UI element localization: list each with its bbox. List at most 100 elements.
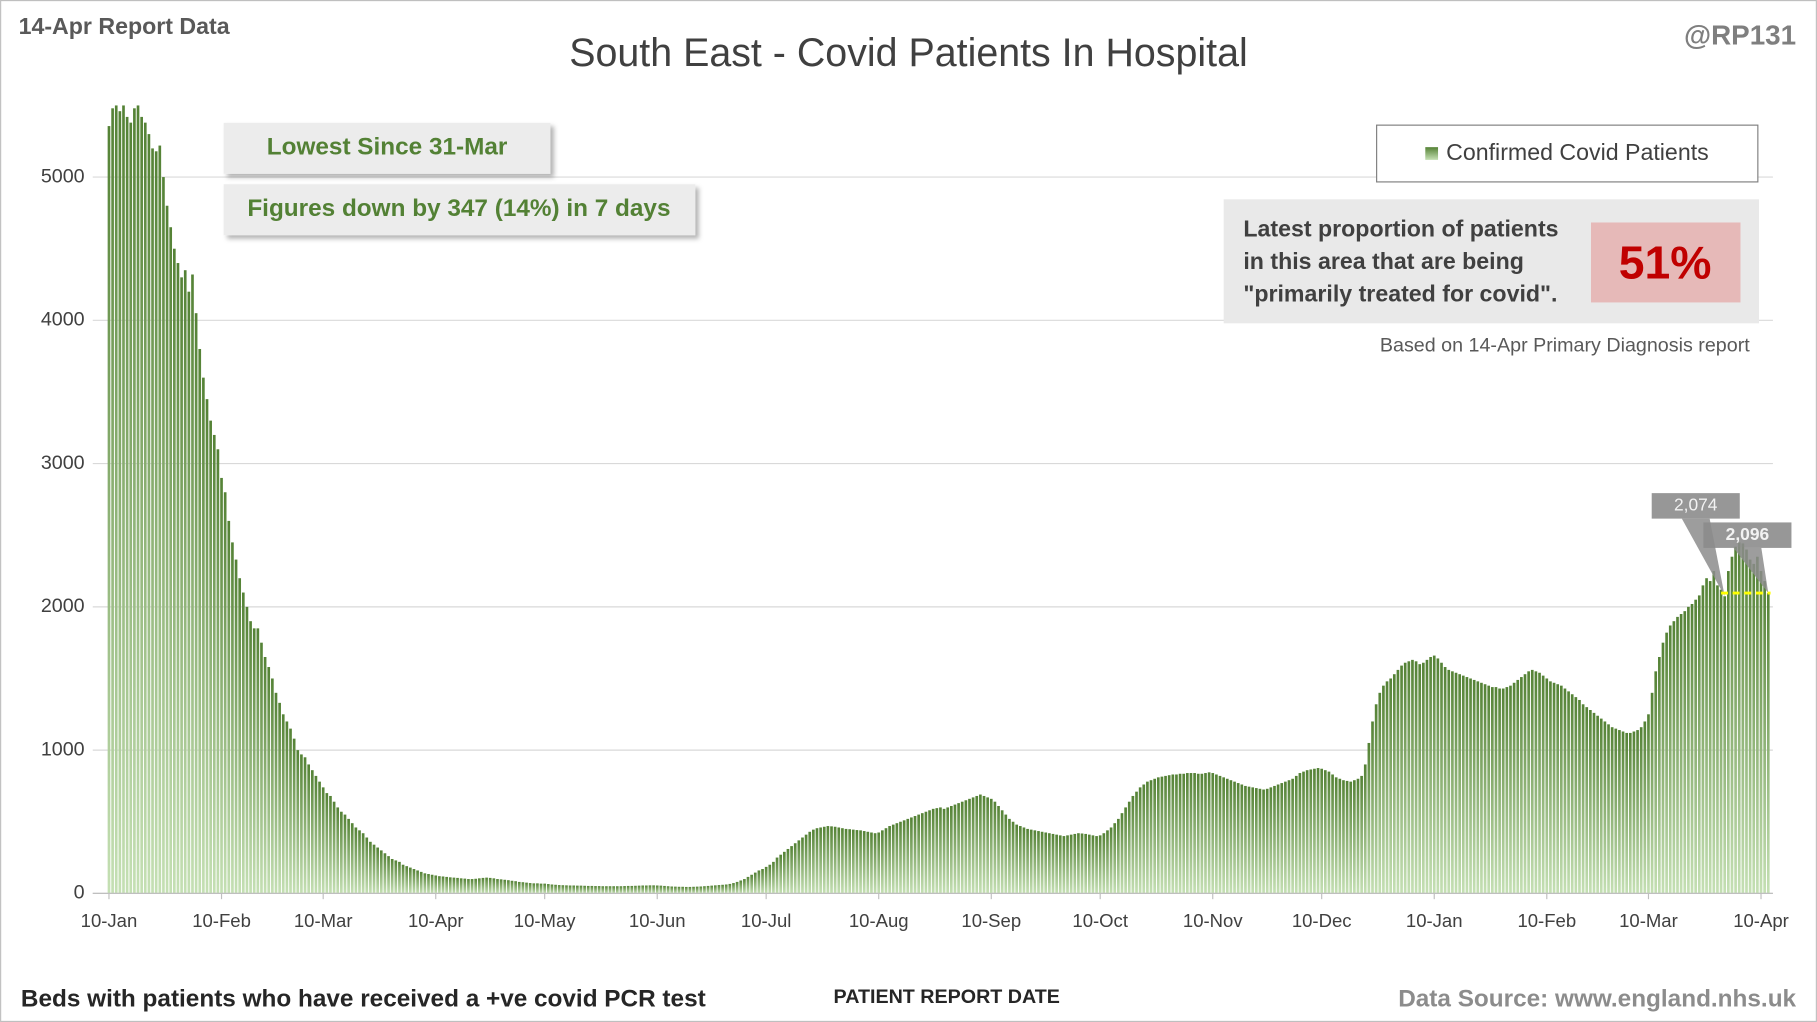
bar: [1628, 732, 1632, 894]
bar: [1563, 688, 1567, 894]
bar: [895, 823, 899, 894]
bar: [1084, 833, 1088, 894]
bar: [1443, 667, 1447, 894]
bar: [1730, 556, 1734, 894]
bar: [1360, 775, 1363, 894]
bar: [641, 885, 645, 894]
bar: [1607, 724, 1610, 894]
bar: [147, 134, 151, 894]
bar: [114, 105, 118, 894]
bar: [1164, 775, 1167, 894]
bar: [1574, 697, 1578, 894]
bar: [481, 877, 485, 894]
bar: [1538, 672, 1541, 894]
bar: [1127, 801, 1131, 894]
bar: [416, 870, 419, 894]
bar: [401, 864, 405, 894]
bar: [1055, 834, 1058, 894]
bar: [786, 848, 790, 894]
bar: [1516, 679, 1520, 894]
bar: [586, 885, 590, 894]
bar: [1374, 704, 1378, 894]
bar: [1334, 777, 1338, 894]
y-tick-label: 0: [74, 882, 85, 904]
bar: [1316, 768, 1320, 894]
bar: [1483, 684, 1487, 894]
bar: [953, 804, 957, 894]
bar: [1679, 614, 1683, 894]
bar: [804, 834, 808, 894]
bar: [231, 542, 234, 894]
bar: [318, 781, 321, 894]
x-tick-label: 10-Feb: [1517, 910, 1576, 931]
bar: [241, 592, 245, 894]
bar: [728, 883, 732, 894]
bar: [1211, 773, 1215, 894]
bar: [993, 801, 997, 894]
x-tick-label: 10-Jan: [81, 910, 138, 931]
bar: [133, 108, 136, 894]
bar: [289, 728, 292, 894]
bar: [528, 883, 532, 894]
bar: [1454, 672, 1458, 894]
bar: [354, 827, 358, 894]
bar: [525, 882, 528, 894]
bar: [1135, 791, 1138, 894]
bar: [666, 886, 670, 894]
bar: [1240, 784, 1244, 894]
bar: [358, 830, 361, 894]
bar: [1247, 786, 1251, 894]
footnote: Beds with patients who have received a +…: [21, 985, 706, 1012]
bar: [332, 801, 336, 894]
bar: [1632, 731, 1636, 894]
legend: [1376, 124, 1759, 183]
bar: [724, 884, 728, 894]
bar: [125, 116, 129, 894]
bar: [1142, 784, 1146, 894]
bar: [1527, 671, 1530, 894]
bar: [412, 869, 416, 894]
bar: [659, 885, 663, 894]
bar: [1432, 655, 1436, 894]
bar: [372, 844, 376, 894]
bar: [263, 657, 267, 894]
bar: [158, 145, 162, 894]
bar: [1058, 835, 1062, 894]
bar: [1614, 728, 1618, 894]
bar: [1265, 788, 1269, 894]
bar: [768, 864, 772, 894]
bar: [1668, 625, 1672, 894]
bar: [1596, 715, 1599, 894]
bar: [1138, 787, 1142, 894]
bar: [826, 826, 830, 894]
bar: [746, 876, 750, 894]
bar: [1418, 664, 1422, 894]
bar: [245, 606, 249, 894]
bar: [1345, 780, 1349, 894]
bar: [1182, 773, 1186, 894]
bar: [223, 492, 227, 894]
x-axis-title: PATIENT REPORT DATE: [834, 986, 1060, 1008]
bar: [1167, 775, 1171, 894]
bar: [1385, 681, 1389, 894]
y-tick-label: 2000: [41, 595, 85, 617]
bar: [576, 885, 579, 894]
bar: [870, 832, 873, 894]
bar: [1040, 831, 1044, 894]
bar: [1095, 836, 1098, 894]
bar: [187, 291, 191, 894]
bar: [1578, 699, 1581, 894]
data-label: 2,074: [1674, 494, 1718, 514]
bar: [216, 449, 220, 894]
bar: [1737, 542, 1741, 894]
bar: [1287, 780, 1291, 894]
bar: [162, 177, 165, 894]
bar: [986, 797, 989, 894]
bar: [176, 263, 180, 894]
bar: [757, 870, 761, 894]
x-tick-label: 10-Mar: [294, 910, 353, 931]
bar: [1048, 833, 1051, 894]
bar: [779, 854, 783, 894]
bar: [336, 807, 340, 894]
